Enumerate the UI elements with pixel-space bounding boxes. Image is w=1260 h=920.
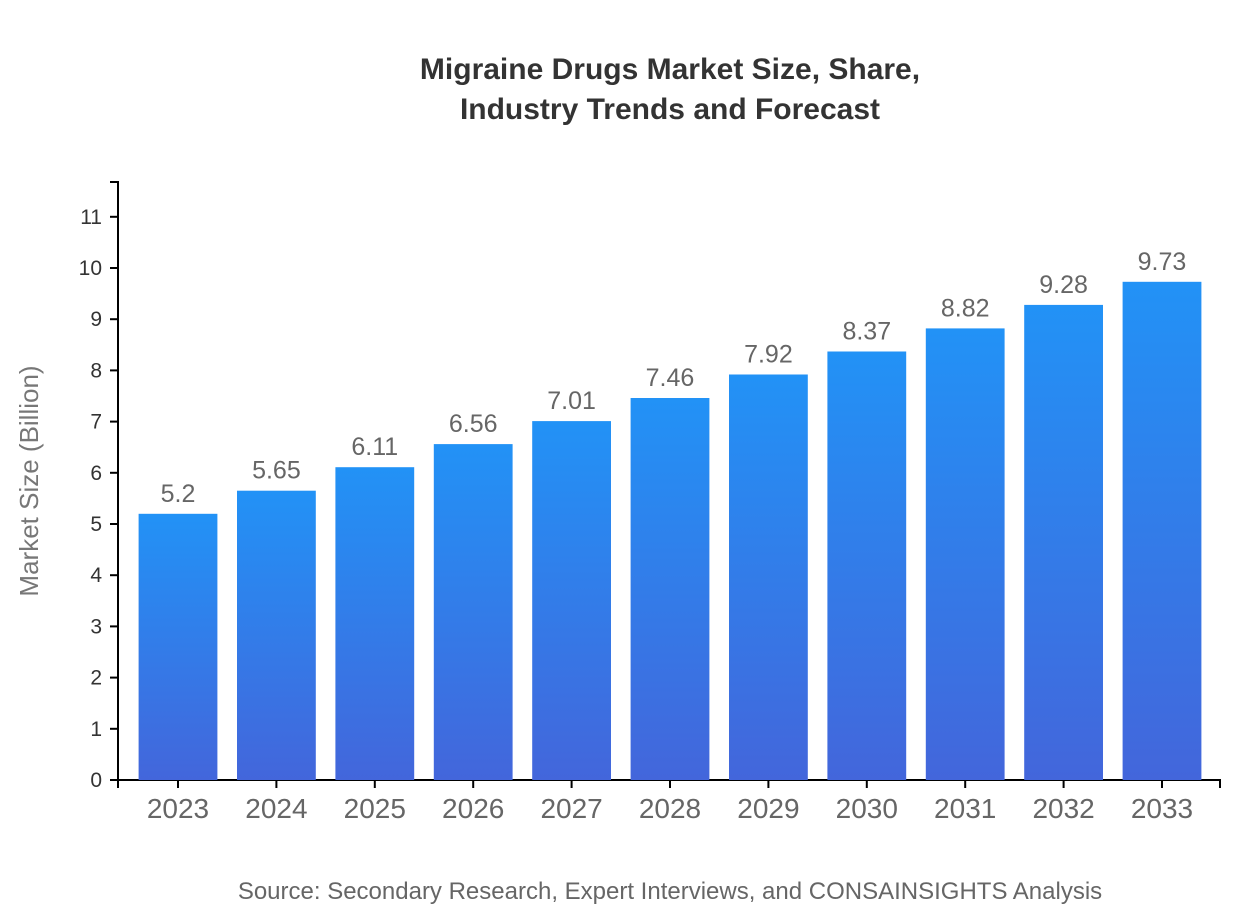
chart-title-line2: Industry Trends and Forecast — [459, 93, 881, 126]
x-tick-label: 2024 — [245, 793, 307, 824]
x-tick-label: 2030 — [836, 793, 898, 824]
x-tick-label: 2023 — [147, 793, 209, 824]
y-tick-label: 1 — [90, 718, 102, 741]
y-tick-label: 10 — [79, 257, 102, 280]
y-tick-label: 6 — [90, 462, 102, 485]
bar-2031 — [925, 328, 1005, 780]
bar-2027 — [532, 421, 611, 780]
y-tick-label: 4 — [90, 564, 102, 587]
x-tick-label: 2031 — [934, 793, 996, 824]
bar-value-label: 7.01 — [547, 387, 596, 415]
bar-value-label: 6.56 — [449, 410, 498, 438]
x-tick-label: 2028 — [639, 793, 701, 824]
y-tick-label: 2 — [90, 667, 102, 690]
x-tick-label: 2032 — [1032, 793, 1094, 824]
bar-2023 — [138, 513, 218, 780]
bar-value-label: 7.92 — [744, 341, 793, 369]
y-tick-label: 9 — [90, 308, 102, 331]
bar-2025 — [335, 467, 415, 780]
bar-2033 — [1122, 281, 1202, 780]
bar-value-label: 7.46 — [646, 364, 695, 392]
bar-2024 — [237, 490, 316, 780]
y-tick-label: 11 — [80, 206, 102, 229]
y-tick-label: 3 — [90, 615, 102, 638]
x-tick-label: 2025 — [344, 793, 406, 824]
source-note: Source: Secondary Research, Expert Inter… — [237, 878, 1103, 905]
bar-value-label: 8.37 — [842, 318, 891, 346]
bar-value-label: 6.11 — [351, 433, 398, 461]
bar-value-label: 5.65 — [252, 457, 301, 485]
x-tick-label: 2027 — [540, 793, 602, 824]
bar-2029 — [729, 374, 808, 780]
bar-2026 — [433, 444, 513, 780]
bar-value-label: 9.73 — [1138, 248, 1187, 276]
y-tick-label: 5 — [90, 513, 102, 536]
bar-2028 — [630, 398, 710, 780]
y-tick-label: 7 — [90, 411, 102, 434]
bar-2030 — [827, 351, 907, 780]
x-tick-label: 2033 — [1131, 793, 1193, 824]
chart-title: Migraine Drugs Market Size, Share, Indus… — [0, 50, 1260, 130]
bar-2032 — [1024, 304, 1103, 780]
bar-value-label: 9.28 — [1039, 271, 1088, 299]
y-axis — [110, 181, 119, 780]
chart-title-line1: Migraine Drugs Market Size, Share, — [419, 53, 921, 86]
x-tick-label: 2026 — [442, 793, 504, 824]
x-tick-label: 2029 — [737, 793, 799, 824]
bar-value-label: 5.2 — [161, 480, 196, 508]
bar-value-label: 8.82 — [941, 294, 990, 322]
y-axis-title: Market Size (Billion) — [14, 365, 44, 596]
y-tick-label: 8 — [90, 359, 102, 382]
y-tick-label: 0 — [90, 769, 102, 792]
